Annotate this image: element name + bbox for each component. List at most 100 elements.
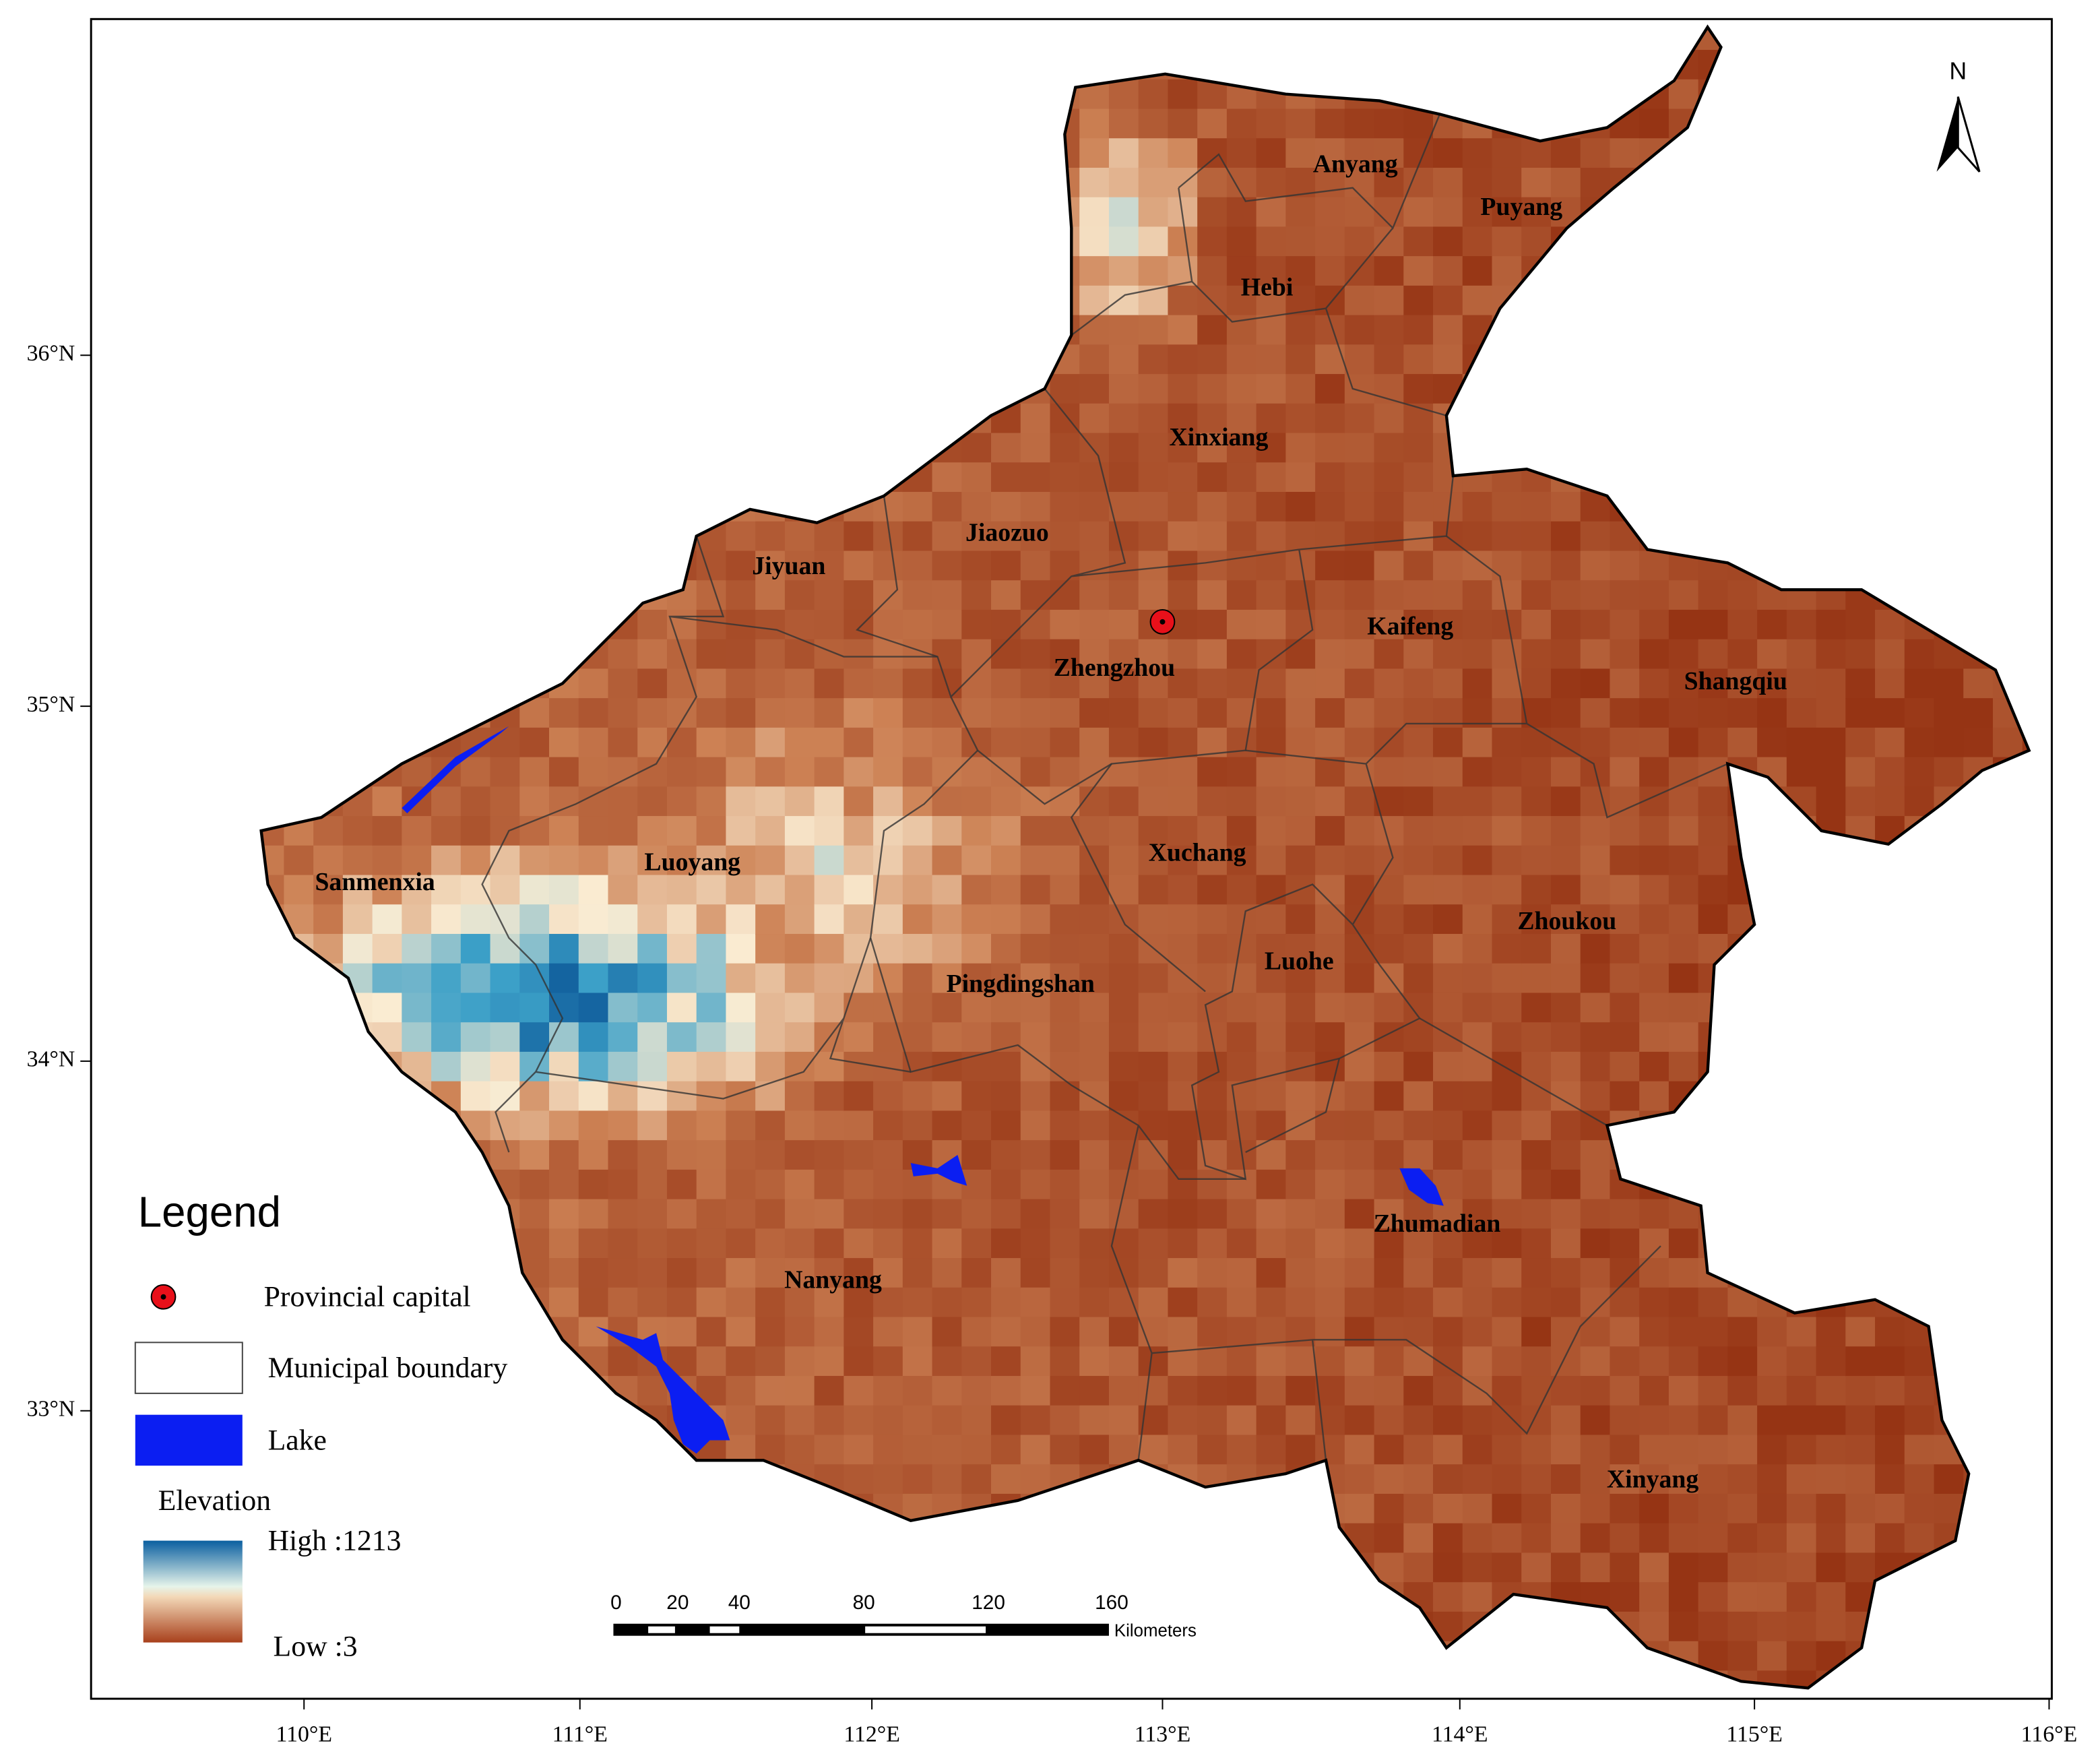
elevation-cell [755,1405,786,1436]
elevation-cell [1197,1258,1228,1288]
elevation-cell [549,727,579,758]
elevation-cell [1050,1022,1081,1052]
elevation-cell [961,639,992,670]
elevation-cell [1668,1405,1699,1436]
elevation-cell [1344,816,1375,846]
elevation-cell [1727,668,1758,699]
elevation-cell [755,550,786,581]
elevation-cell [784,934,815,964]
elevation-cell [844,1228,874,1259]
elevation-cell [1462,138,1493,168]
elevation-cell [961,433,992,464]
elevation-cell [1403,1110,1434,1141]
elevation-cell [1550,1287,1581,1318]
elevation-cell [1610,1258,1641,1288]
elevation-cell [1580,1287,1611,1318]
elevation-cell [726,1346,757,1377]
elevation-cell [1845,609,1876,640]
elevation-cell [1492,1287,1523,1318]
elevation-cell [637,757,668,788]
elevation-cell [1580,1140,1611,1170]
elevation-cell [1168,1376,1199,1406]
region-label: Sanmenxia [315,868,435,896]
elevation-cell [961,1140,992,1170]
elevation-cell [755,1169,786,1200]
elevation-cell [1020,433,1051,464]
elevation-cell [726,786,757,817]
elevation-cell [755,580,786,610]
elevation-cell [1492,167,1523,198]
elevation-cell [1315,875,1345,906]
elevation-cell [1050,963,1081,994]
elevation-cell [991,845,1021,876]
elevation-cell [1256,1405,1287,1436]
elevation-cell [1727,727,1758,758]
elevation-cell [1610,1081,1641,1112]
elevation-cell [1197,374,1228,404]
elevation-cell [844,609,874,640]
elevation-cell [1698,1376,1729,1406]
elevation-cell [902,816,933,846]
elevation-cell [991,580,1021,610]
elevation-cell [814,550,845,581]
elevation-cell [1403,1081,1434,1112]
elevation-cell [1226,550,1257,581]
elevation-cell [1226,1317,1257,1348]
elevation-cell [1580,1376,1611,1406]
elevation-cell [1550,786,1581,817]
elevation-cell [1639,757,1669,788]
elevation-cell [1492,1405,1523,1436]
elevation-cell [1168,580,1199,610]
elevation-cell [844,1110,874,1141]
elevation-cell [1433,786,1463,817]
elevation-cell [1403,1464,1434,1494]
elevation-cell [1550,698,1581,728]
elevation-cell [696,786,727,817]
elevation-cell [902,757,933,788]
elevation-cell [1816,609,1847,640]
elevation-cell [1403,374,1434,404]
elevation-cell [1315,845,1345,876]
elevation-cell [873,668,903,699]
elevation-cell [696,875,727,906]
elevation-cell [755,963,786,994]
lake [1399,1168,1444,1206]
municipal-boundaries [481,113,1728,1461]
elevation-cell [784,1346,815,1377]
elevation-cell [1668,727,1699,758]
elevation-cell [1197,344,1228,375]
elevation-cell [932,993,963,1024]
boundary [856,388,1455,805]
elevation-cell [991,1110,1021,1141]
elevation-cell [1374,1317,1405,1348]
elevation-cell [814,609,845,640]
elevation-cell [1108,138,1139,168]
elevation-cell [873,1228,903,1259]
x-tick-label: 114°E [1432,1722,1488,1747]
elevation-cell [902,845,933,876]
elevation-cell [696,816,727,846]
elevation-cell [1521,963,1552,994]
elevation-cell [1875,698,1905,728]
elevation-cell [1845,698,1876,728]
elevation-cell [1108,875,1139,906]
elevation-cell [1550,521,1581,552]
elevation-cell [1138,1435,1169,1466]
elevation-cell [696,1110,727,1141]
elevation-cell [1168,433,1199,464]
elevation-cell [1020,786,1051,817]
legend-lake-symbol [135,1414,243,1466]
elevation-cell [519,1140,550,1170]
elevation-cell [490,1700,521,1730]
elevation-cell [637,1022,668,1052]
elevation-cell [608,1110,639,1141]
elevation-cell [1285,845,1316,876]
elevation-cell [1610,934,1641,964]
elevation-cell [1433,1317,1463,1348]
elevation-cell [608,1700,638,1730]
elevation-cell [1521,1493,1552,1524]
elevation-cell [1727,698,1758,728]
y-tick-label: 34°N [27,1047,75,1072]
elevation-cell [1492,580,1523,610]
